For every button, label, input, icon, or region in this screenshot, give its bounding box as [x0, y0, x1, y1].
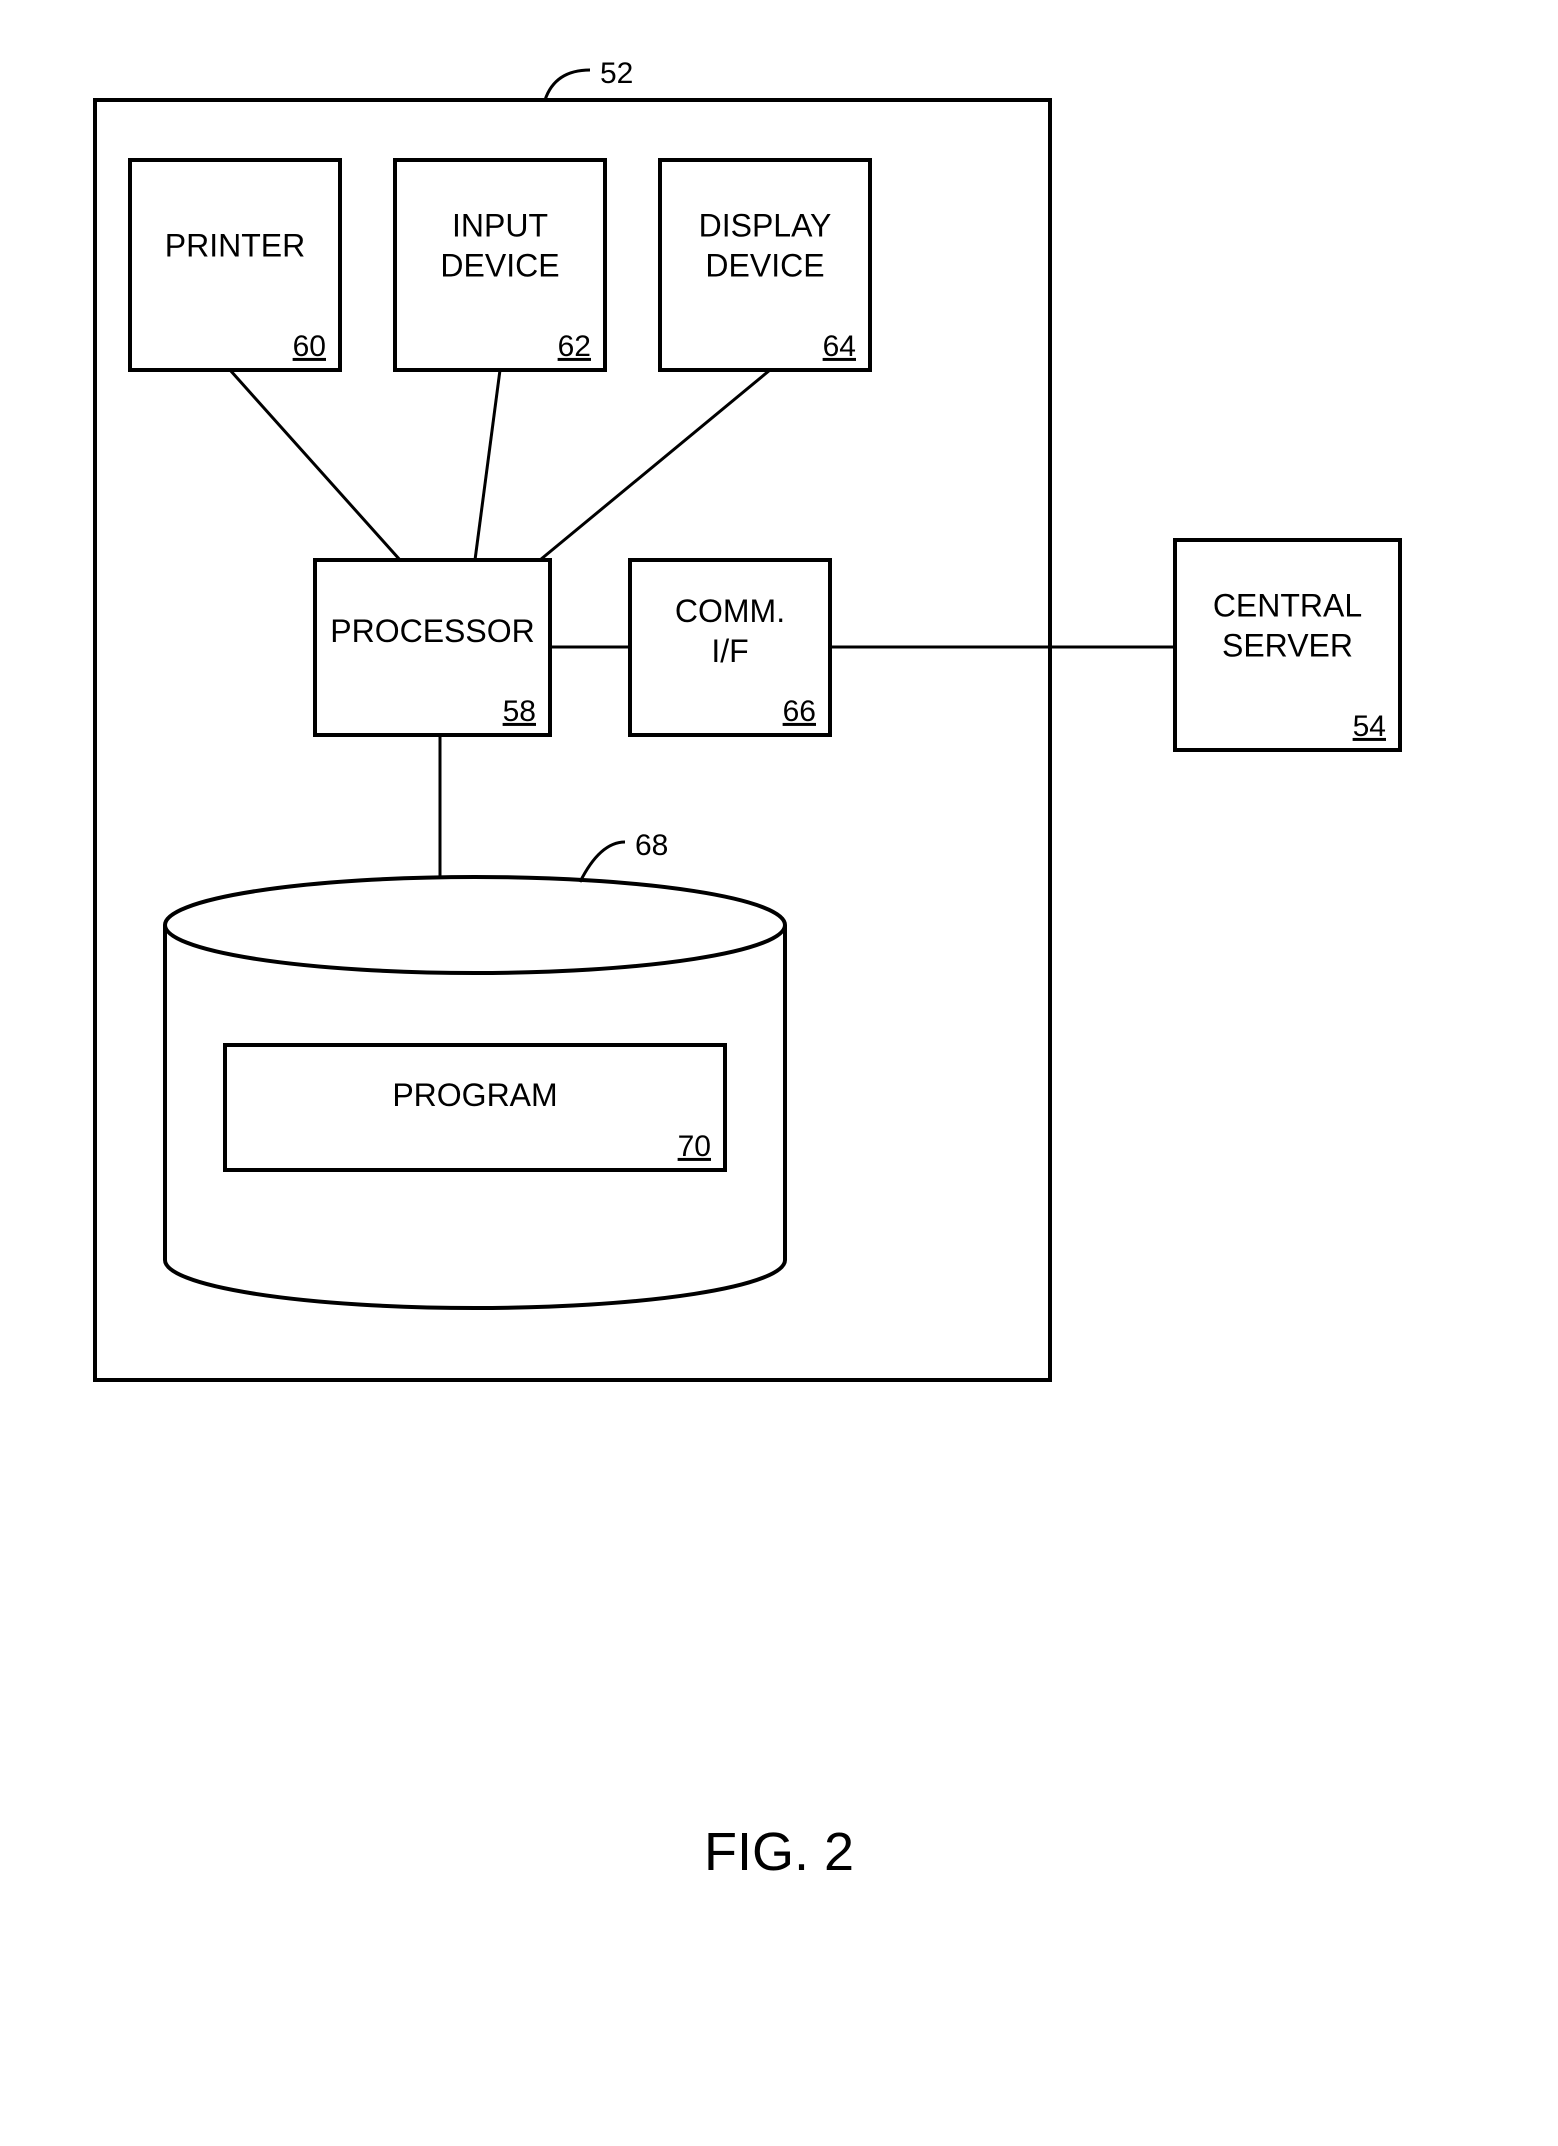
connector-1: [475, 370, 500, 560]
storage-cylinder: 68: [165, 829, 785, 1308]
processor-box: PROCESSOR 58: [315, 560, 550, 735]
display-device-box-label: DEVICE: [705, 248, 824, 284]
central-server-box-label: CENTRAL: [1213, 588, 1362, 624]
comm-if-box-label: COMM.: [675, 593, 785, 629]
input-device-box-label: INPUT: [452, 208, 548, 244]
connector-2: [540, 370, 770, 560]
printer-box-label: PRINTER: [165, 228, 305, 264]
comm-if-box-ref: 66: [783, 695, 816, 728]
figure-label: FIG. 2: [704, 1822, 854, 1882]
display-device-box-label: DISPLAY: [699, 208, 832, 244]
storage-ref: 68: [635, 829, 668, 862]
system-container-ref: 52: [600, 57, 633, 90]
input-device-box-ref: 62: [558, 330, 591, 363]
program-box: PROGRAM 70: [225, 1045, 725, 1170]
connector-0: [230, 370, 400, 560]
display-device-box: DISPLAY DEVICE 64: [660, 160, 870, 370]
printer-box-ref: 60: [293, 330, 326, 363]
central-server-box-ref: 54: [1353, 710, 1386, 743]
central-server-box: CENTRAL SERVER 54: [1175, 540, 1400, 750]
input-device-box: INPUT DEVICE 62: [395, 160, 605, 370]
display-device-box-ref: 64: [823, 330, 856, 363]
printer-box: PRINTER 60: [130, 160, 340, 370]
input-device-box-label: DEVICE: [440, 248, 559, 284]
central-server-box-label: SERVER: [1222, 628, 1353, 664]
processor-box-label: PROCESSOR: [330, 613, 534, 649]
comm-if-box-label: I/F: [711, 633, 748, 669]
program-box-ref: 70: [678, 1130, 711, 1163]
processor-box-ref: 58: [503, 695, 536, 728]
program-box-label: PROGRAM: [392, 1077, 557, 1113]
comm-if-box: COMM. I/F 66: [630, 560, 830, 735]
